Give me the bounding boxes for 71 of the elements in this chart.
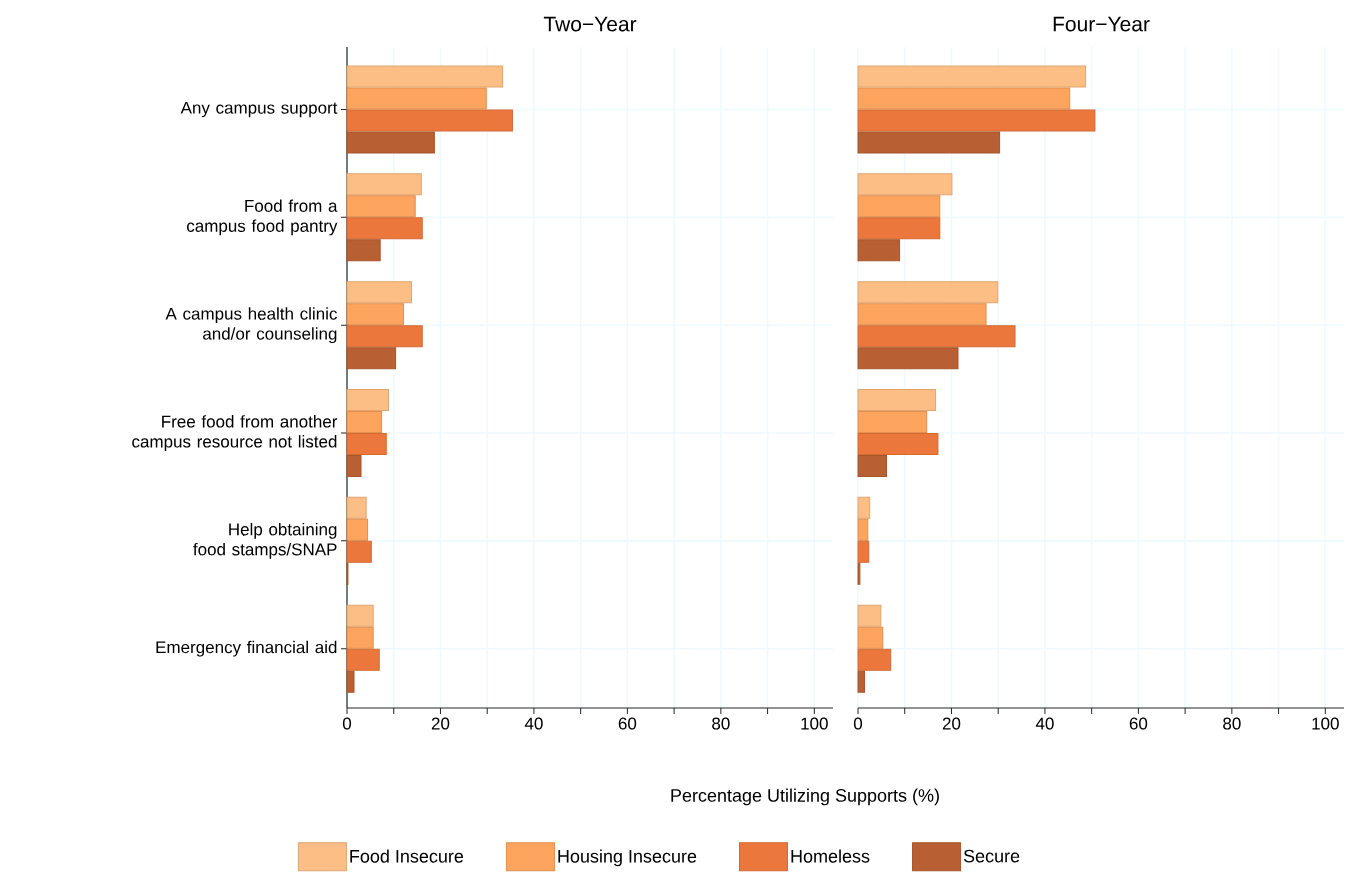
y-tick-label: Any campus support: [180, 101, 338, 118]
bar: [857, 604, 882, 627]
bar: [857, 433, 939, 456]
bar: [346, 217, 423, 240]
x-tick-label: 0: [853, 717, 863, 730]
x-tick-label: 40: [1035, 717, 1054, 730]
x-tick-label: 60: [618, 717, 637, 730]
bar: [857, 131, 1001, 154]
bar: [346, 604, 374, 627]
bar: [346, 239, 381, 262]
y-tick-label: Food from a campus food pantry: [187, 199, 338, 236]
bar: [346, 540, 372, 563]
bar: [857, 411, 928, 434]
x-axis-title: Percentage Utilizing Supports (%): [671, 788, 939, 806]
bar: [857, 281, 999, 304]
x-tick-label: 100: [801, 717, 828, 730]
bar: [346, 347, 397, 370]
x-tick-label: 40: [524, 717, 543, 730]
bar: [346, 411, 383, 434]
bar: [346, 173, 422, 196]
bar: [857, 65, 1087, 88]
bar: [346, 109, 513, 132]
bar: [346, 195, 416, 218]
y-tick-label: A campus health clinic and/or counseling: [165, 307, 337, 344]
bar: [346, 626, 374, 649]
y-tick-label: Emergency financial aid: [156, 640, 337, 657]
bar: [857, 540, 870, 563]
bar: [346, 303, 405, 326]
bar: [346, 648, 380, 671]
legend-label: Secure: [963, 849, 1020, 863]
y-tick-label: Free food from another campus resource not listed: [132, 415, 338, 451]
bar: [857, 496, 871, 519]
bar: [857, 173, 953, 196]
legend-label: Housing Insecure: [558, 849, 697, 867]
bar: [857, 518, 869, 541]
chart-title: Four−Year: [1053, 16, 1150, 32]
bar: [857, 648, 892, 671]
y-tick-label: Help obtaining food stamps/SNAP: [193, 522, 337, 559]
bar: [346, 670, 355, 693]
x-tick-label: 80: [712, 717, 730, 730]
bar: [857, 217, 941, 240]
bar: [346, 433, 387, 456]
bar: [857, 109, 1096, 132]
bar: [346, 131, 435, 154]
bar: [346, 455, 362, 478]
x-tick-label: 80: [1223, 717, 1241, 730]
bar: [857, 455, 888, 478]
bar: [857, 626, 884, 649]
bar: [346, 281, 412, 304]
bar: [857, 87, 1071, 110]
bar: [346, 65, 504, 88]
legend-label: Food Insecure: [350, 849, 464, 863]
bar: [346, 518, 369, 541]
bar: [857, 389, 937, 412]
bar: [346, 325, 423, 348]
legend-label: Homeless: [791, 849, 870, 863]
bar: [346, 389, 390, 412]
x-tick-label: 100: [1312, 717, 1339, 730]
x-tick-label: 20: [942, 717, 961, 730]
bar: [857, 670, 866, 693]
x-tick-label: 0: [342, 717, 352, 730]
bar: [346, 496, 367, 519]
bar: [346, 87, 487, 110]
bar: [857, 347, 959, 370]
chart-title: Two−Year: [543, 16, 637, 32]
x-tick-label: 60: [1129, 717, 1148, 730]
bar: [857, 325, 1016, 348]
bar: [857, 303, 987, 326]
x-tick-label: 20: [431, 717, 450, 730]
bar: [857, 239, 901, 262]
bar: [857, 195, 941, 218]
